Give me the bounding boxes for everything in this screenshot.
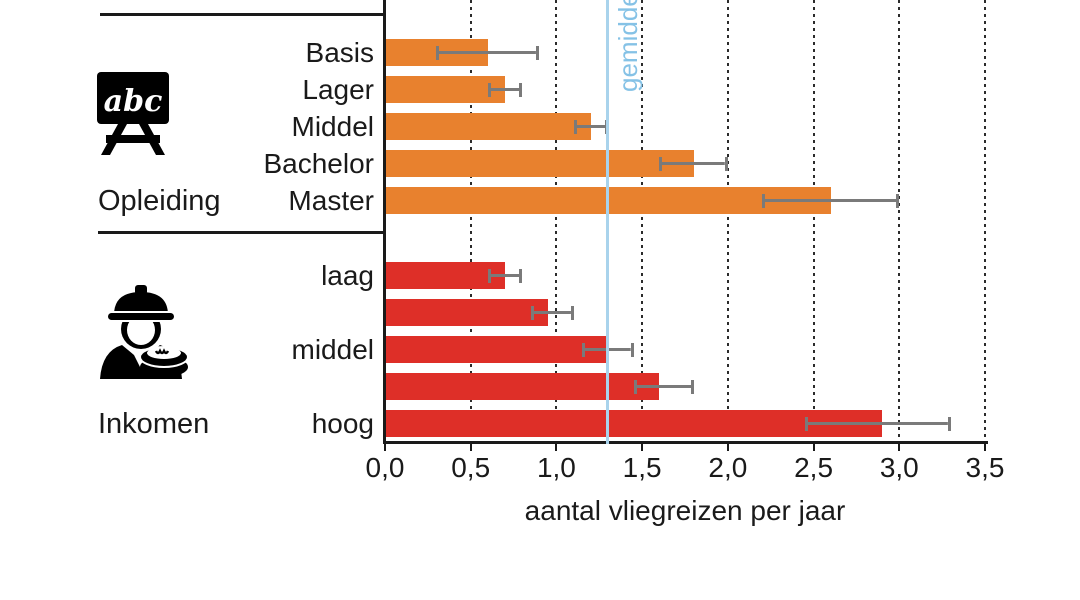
bar-laag [386,262,505,289]
x-tick-0,0 [384,444,386,451]
error-bar-basis [436,45,540,60]
gridline-0,5 [469,0,472,441]
section-label-inkomen: Inkomen [98,408,210,440]
x-tick-2,0 [726,444,729,451]
bar-label-middel: Middel [291,110,374,142]
x-tick-label-1,0: 1,0 [536,452,576,483]
x-tick-label-2,0: 2,0 [708,452,748,483]
bar-bachelor [386,150,694,177]
x-tick-label-3,5: 3,5 [965,452,1005,483]
bar-label-hoog: hoog [311,407,374,439]
section-divider-top [100,13,386,16]
bar-label-middel: middel [291,333,374,365]
gridline-2,5 [812,0,815,441]
x-axis-title: aantal vliegreizen per jaar [524,495,846,526]
bar-inkomen-2 [386,299,548,326]
chalkboard-abc-icon: abc [97,72,169,155]
gridline-1,0 [555,0,558,441]
x-axis-line [383,441,988,444]
section-divider-middle [98,231,386,234]
x-tick-3,0 [898,444,901,451]
bar-label-bachelor: Bachelor [263,147,374,179]
bar-label-basis: Basis [305,36,374,68]
x-tick-label-1,5: 1,5 [622,452,662,483]
section-label-opleiding: Opleiding [98,185,221,217]
bar-label-lager: Lager [302,73,374,105]
chalkboard-abc-text: abc [104,84,163,119]
bar-middel [386,336,608,363]
bar-label-master: Master [288,184,374,216]
x-tick-3,5 [984,444,986,451]
gridline-3,5 [984,0,986,441]
error-bar-middel [573,119,608,134]
bar-label-laag: laag [321,259,374,291]
x-tick-1,0 [555,444,558,451]
error-bar-bachelor [659,156,728,171]
bar-lager [386,76,505,103]
bar-hoog [386,410,883,437]
error-bar-inkomen-4 [633,379,694,394]
bar-inkomen-4 [386,373,660,400]
x-tick-1,5 [641,444,644,451]
gridline-1,5 [641,0,644,441]
error-bar-laag [487,268,523,283]
error-bar-lager [487,82,523,97]
x-tick-2,5 [812,444,815,451]
error-bar-hoog [805,416,951,431]
bar-middel [386,113,591,140]
x-tick-label-2,5: 2,5 [794,452,834,483]
gridline-3,0 [898,0,901,441]
x-tick-label-0,0: 0,0 [365,452,405,483]
x-tick-label-0,5: 0,5 [451,452,491,483]
error-bar-master [762,193,900,208]
worker-income-icon [100,285,189,379]
average-reference-label: gemiddelde [612,0,643,92]
average-reference-line [606,0,610,444]
y-axis-line [383,0,386,444]
gridline-2,0 [726,0,729,441]
error-bar-inkomen-2 [530,305,574,320]
x-tick-0,5 [469,444,472,451]
x-tick-label-3,0: 3,0 [879,452,919,483]
